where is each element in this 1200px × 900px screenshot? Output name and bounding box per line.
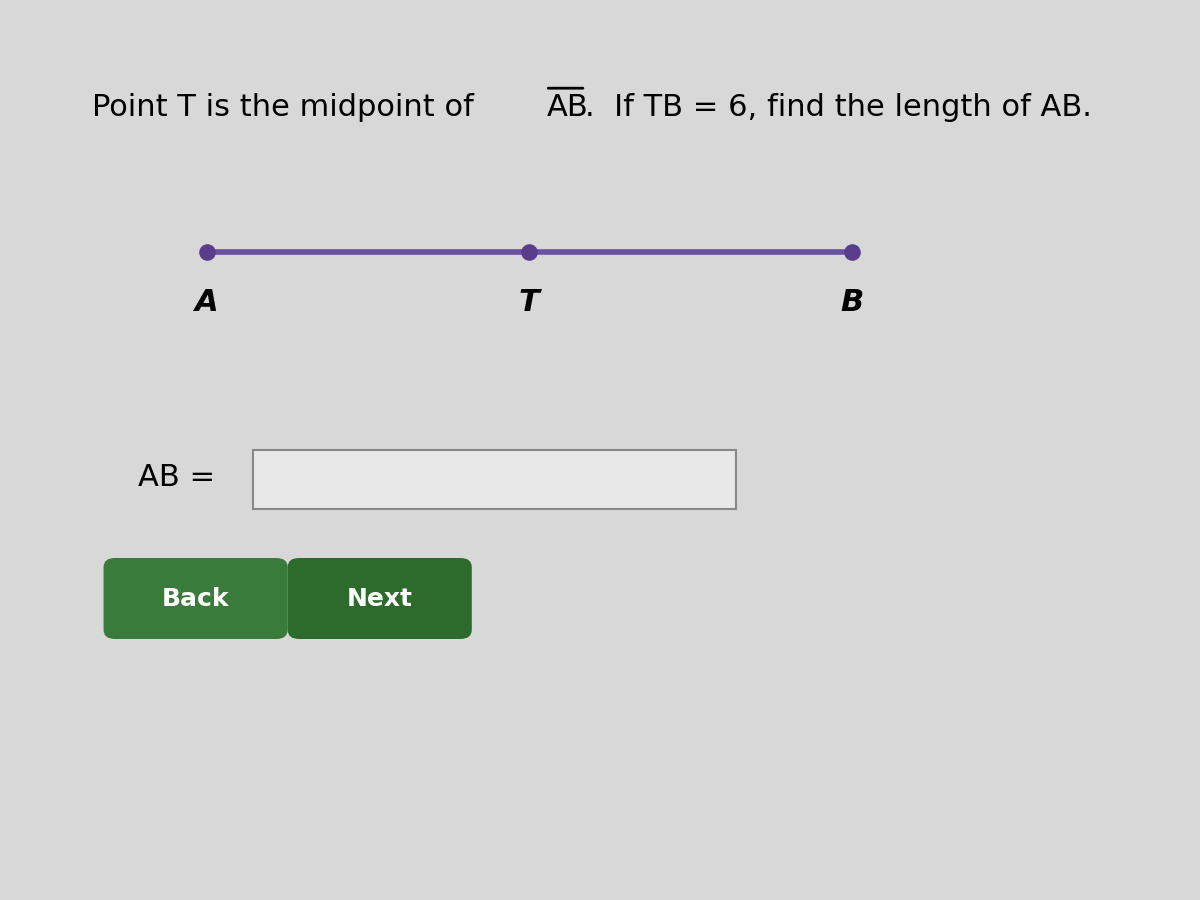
Text: T: T xyxy=(518,288,540,317)
FancyBboxPatch shape xyxy=(103,558,288,639)
Text: AB: AB xyxy=(546,94,588,122)
FancyBboxPatch shape xyxy=(253,450,737,508)
Text: AB =: AB = xyxy=(138,463,215,491)
Text: Point T is the midpoint of: Point T is the midpoint of xyxy=(92,94,484,122)
Text: Back: Back xyxy=(162,587,229,610)
Text: B: B xyxy=(840,288,863,317)
Point xyxy=(842,245,862,259)
Point xyxy=(520,245,539,259)
Text: .  If TB = 6, find the length of AB.: . If TB = 6, find the length of AB. xyxy=(584,94,1092,122)
Text: A: A xyxy=(196,288,218,317)
Point xyxy=(198,245,217,259)
Text: Next: Next xyxy=(347,587,413,610)
FancyBboxPatch shape xyxy=(288,558,472,639)
